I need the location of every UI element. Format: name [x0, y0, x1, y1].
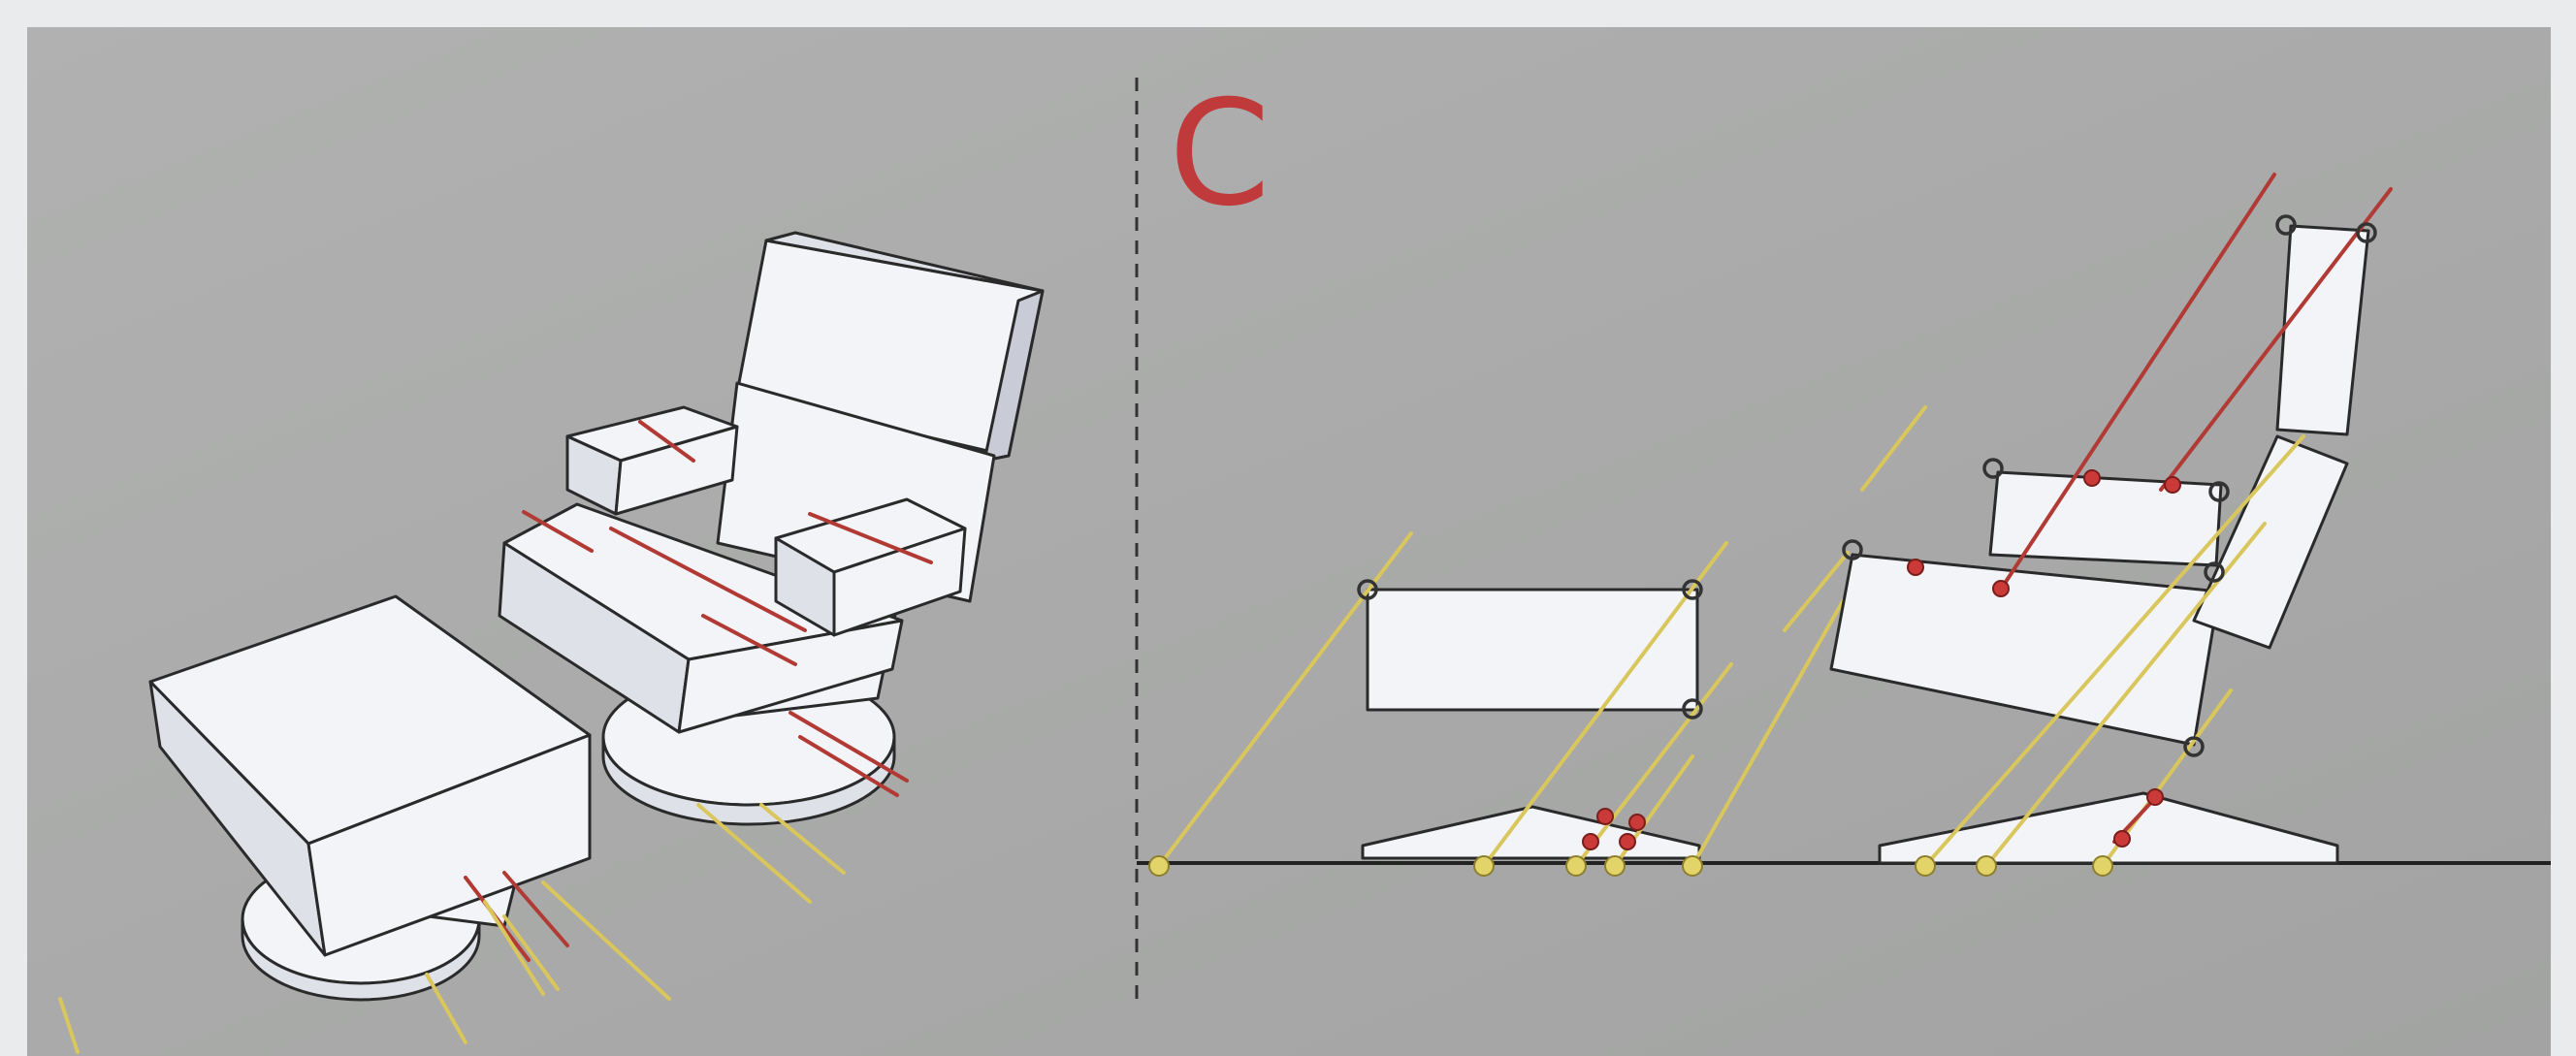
ground-point [2092, 855, 2113, 877]
projection-point [2113, 830, 2131, 848]
guide-line-red [609, 527, 807, 632]
ground-point [1976, 855, 1997, 877]
guide-line-yellow [541, 880, 671, 1001]
guide-line-red [798, 735, 899, 797]
chair-armrest-right [774, 497, 967, 637]
guide-line-red [502, 871, 569, 947]
corner-marker [1682, 698, 1703, 720]
corner-marker [1682, 579, 1703, 600]
ground-point [1565, 855, 1587, 877]
guide-line-yellow [502, 914, 560, 991]
ground-point [1473, 855, 1495, 877]
projection-point [1628, 814, 1646, 831]
guide-line-red [638, 420, 695, 463]
projection-point [1907, 559, 1924, 576]
guide-line-yellow [425, 973, 467, 1044]
chair-backrest-side [2275, 224, 2370, 436]
right-side-view [1137, 173, 2551, 877]
corner-marker [1842, 539, 1863, 560]
projection-point [1619, 833, 1636, 850]
ground-point [1148, 855, 1170, 877]
guide-line-yellow [1690, 599, 1845, 868]
guide-line-red [2159, 187, 2393, 492]
guide-line-yellow [696, 803, 812, 904]
guide-line-red [2004, 173, 2276, 584]
guide-line-red [522, 510, 594, 553]
chair-seat [498, 502, 904, 734]
guide-line-yellow [1923, 434, 2305, 868]
ground-point [1682, 855, 1703, 877]
ground-point [1604, 855, 1626, 877]
corner-marker [2183, 736, 2205, 757]
corner-marker [2356, 222, 2377, 243]
corner-marker [1357, 579, 1378, 600]
chair-armrest-left [565, 405, 739, 516]
projection-point [1582, 833, 1599, 850]
corner-marker [2204, 561, 2225, 583]
panel-label: C [1169, 70, 1271, 239]
projection-point [2083, 469, 2101, 487]
projection-point [1596, 808, 1614, 825]
corner-marker [2275, 214, 2297, 236]
chair-lower-back-side [2192, 434, 2349, 650]
guide-line-yellow [483, 900, 545, 996]
ottoman-side-view [1361, 588, 1701, 860]
projection-point [2164, 476, 2181, 494]
guide-line-yellow [1574, 662, 1733, 868]
guide-line-yellow [759, 803, 846, 875]
ground-point [1915, 855, 1936, 877]
guide-line-red [701, 614, 797, 666]
ottoman-cushion [148, 594, 592, 957]
corner-marker [1982, 458, 2004, 479]
corner-marker [2208, 481, 2230, 502]
guide-line-yellow [1157, 531, 1413, 868]
guide-line-yellow [1860, 405, 1927, 492]
guide-line-yellow [1783, 551, 1850, 632]
chair-backrest [735, 231, 1045, 463]
projection-point [2146, 788, 2164, 806]
guide-line-yellow [58, 997, 80, 1054]
guide-line-red [789, 711, 909, 783]
projection-point [1992, 580, 2010, 597]
left-perspective-view [58, 231, 1045, 1054]
guide-line-red [808, 512, 933, 564]
